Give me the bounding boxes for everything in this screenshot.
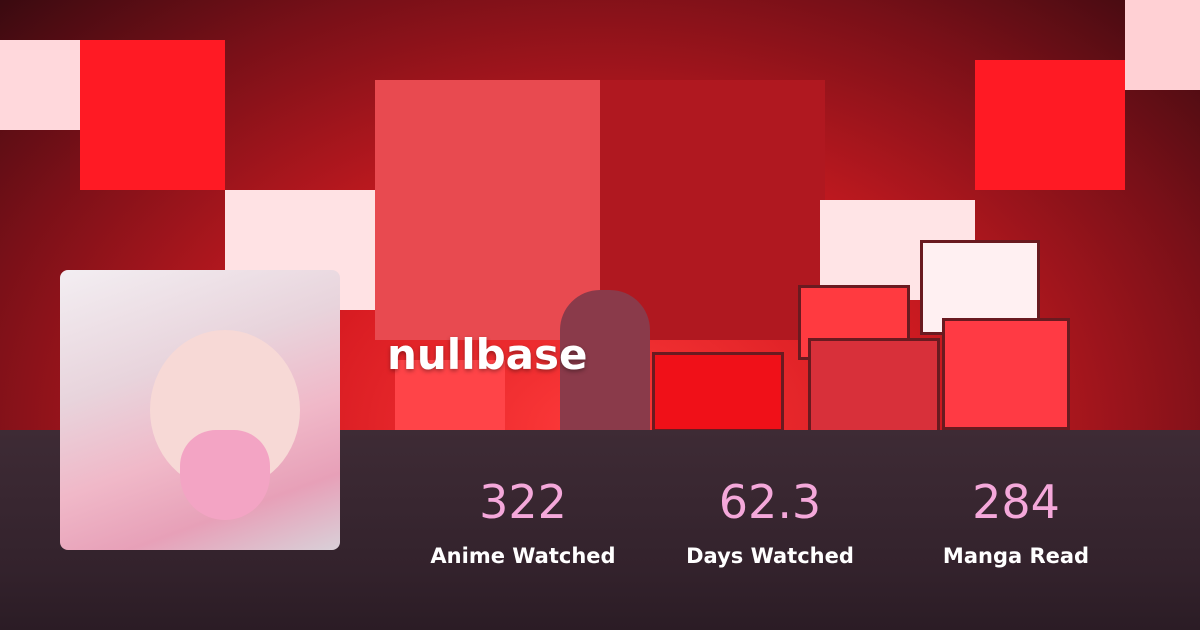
stat-manga-read: 284 Manga Read (896, 472, 1136, 568)
stat-value: 284 (972, 475, 1060, 529)
stat-label: Anime Watched (430, 544, 616, 568)
stat-anime-watched: 322 Anime Watched (403, 472, 643, 568)
stat-label: Manga Read (942, 544, 1090, 568)
avatar-heart (180, 430, 270, 520)
profile-banner (0, 0, 1200, 430)
stat-days-watched: 62.3 Days Watched (650, 472, 890, 568)
stat-value: 322 (479, 475, 567, 529)
avatar[interactable] (60, 270, 340, 550)
stat-label: Days Watched (686, 544, 854, 568)
username[interactable]: nullbase (387, 330, 588, 379)
stat-value: 62.3 (718, 475, 822, 529)
